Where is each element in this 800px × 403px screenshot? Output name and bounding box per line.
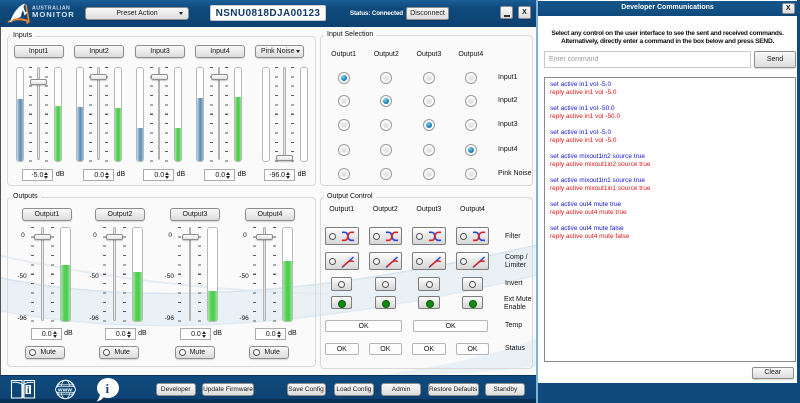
svg-text:i: i	[106, 381, 110, 396]
svg-text:AUSTRALIAN: AUSTRALIAN	[32, 6, 70, 12]
svg-text:www: www	[57, 388, 72, 394]
svg-text:MONITOR: MONITOR	[32, 10, 75, 19]
